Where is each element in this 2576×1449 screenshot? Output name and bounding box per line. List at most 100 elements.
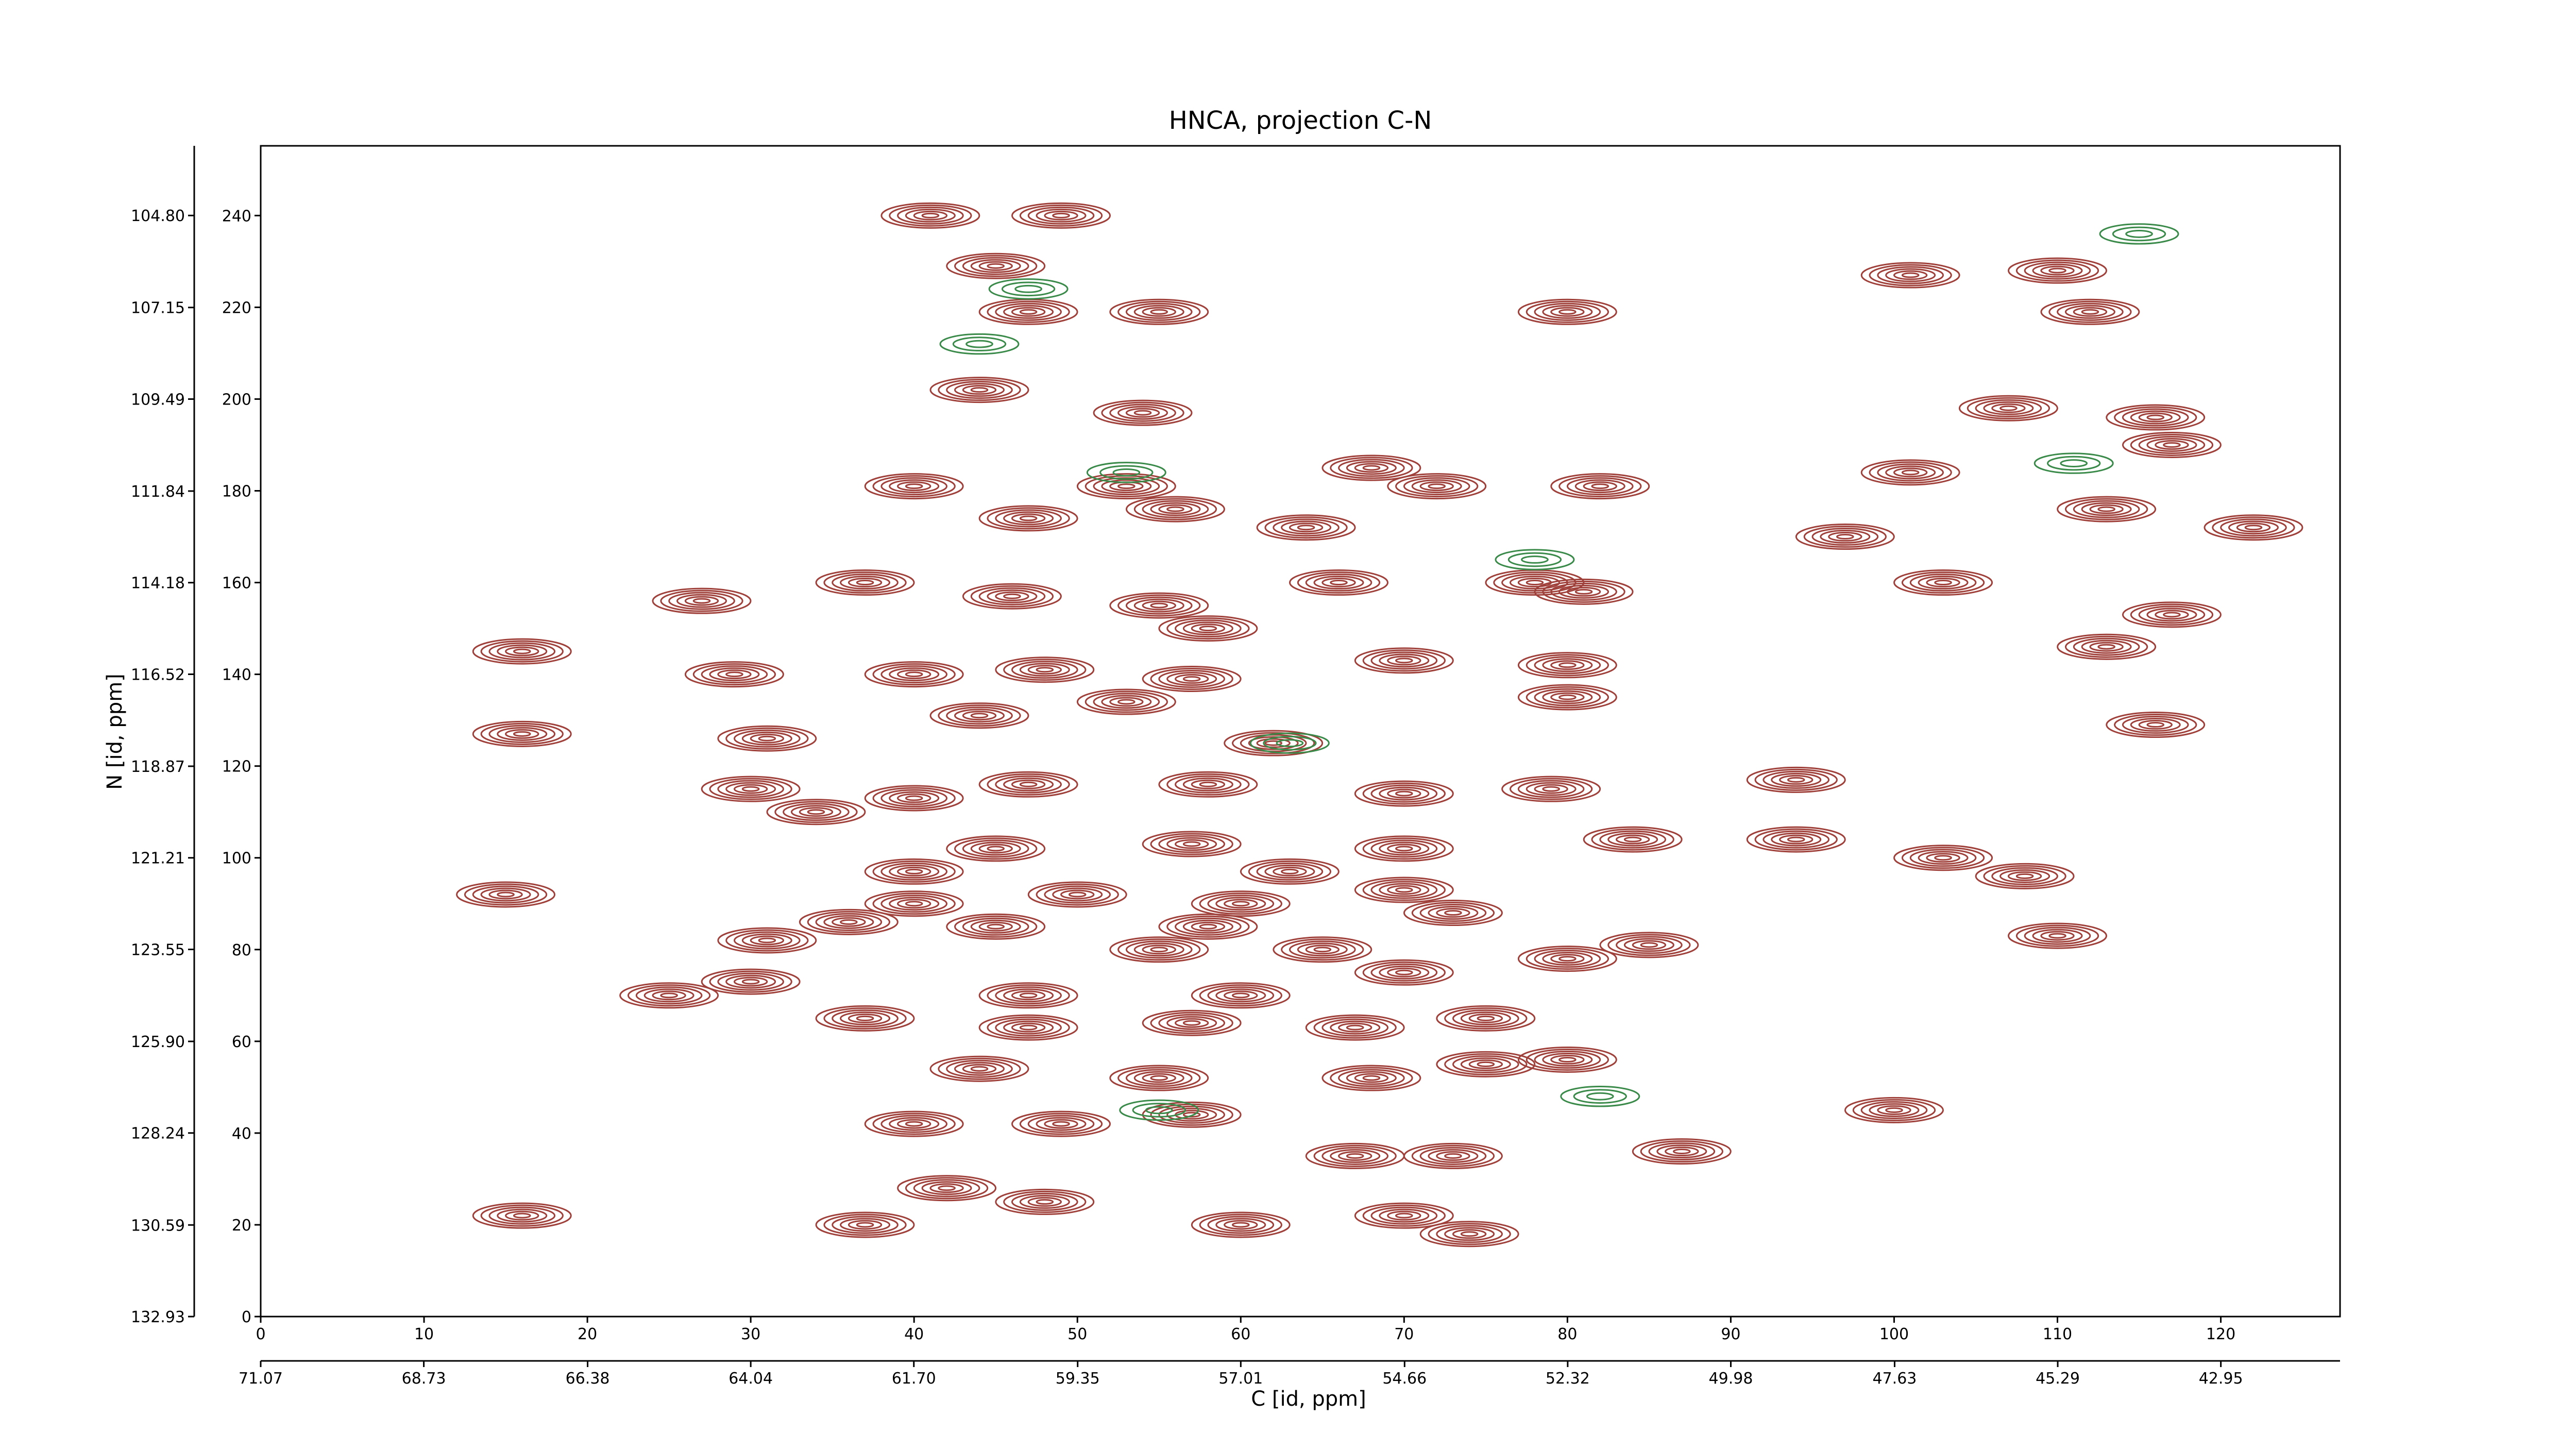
peak-contour [1240, 858, 1340, 885]
contour-ring [1428, 906, 1479, 920]
contour-ring [1926, 578, 1960, 588]
contour-ring [1379, 1208, 1430, 1223]
contour-ring [1249, 732, 1330, 754]
contour-ring [1321, 454, 1421, 481]
peak-contour [1305, 1142, 1405, 1169]
peak-contour [1305, 1014, 1405, 1041]
contour-ring [2073, 307, 2108, 317]
contour-ring [880, 202, 980, 229]
contour-ring [1166, 1107, 1217, 1122]
contour-ring [1125, 1069, 1193, 1087]
contour-ring [2204, 514, 2303, 541]
contour-ring [1648, 1142, 1716, 1160]
contour-ring [905, 868, 923, 874]
peak-contour [2099, 223, 2179, 245]
contour-ring [1174, 839, 1209, 849]
peak-contour [472, 720, 572, 747]
contour-ring [799, 807, 834, 817]
contour-ring [995, 509, 1062, 528]
contour-ring [1574, 588, 1593, 595]
contour-ring [1501, 776, 1601, 802]
contour-ring [1477, 1015, 1495, 1021]
contour-ring [480, 640, 564, 663]
contour-ring [1885, 1107, 1903, 1113]
contour-ring [1142, 307, 1176, 317]
contour-ring [1003, 659, 1087, 681]
contour-ring [823, 1007, 907, 1030]
contour-ring [1558, 662, 1577, 668]
contour-ring [2138, 720, 2173, 730]
contour-ring [1093, 399, 1193, 426]
contour-ring [1640, 1140, 1723, 1162]
contour-ring [1044, 885, 1111, 904]
contour-ring [1027, 881, 1127, 908]
contour-ring [1362, 879, 1446, 901]
contour-ring [2130, 433, 2214, 456]
contour-ring [905, 671, 923, 678]
contour-ring [1199, 1214, 1282, 1236]
contour-ring [717, 780, 784, 798]
contour-ring [1436, 908, 1470, 918]
contour-ring [1093, 693, 1160, 711]
contour-ring [1574, 479, 1625, 494]
contour-ring [1003, 593, 1021, 599]
peak-contour [701, 968, 801, 995]
peak-contour [1517, 684, 1617, 711]
contour-ring [2163, 442, 2181, 448]
contour-ring [1762, 830, 1830, 849]
y2-tick-label: 104.80 [131, 207, 185, 225]
contour-ring [1036, 883, 1119, 906]
peak-contour [1354, 877, 1454, 903]
contour-ring [1566, 586, 1601, 597]
contour-ring [1191, 890, 1291, 917]
contour-ring [1460, 1011, 1511, 1025]
contour-ring [1014, 284, 1042, 293]
contour-ring [1297, 571, 1381, 594]
x-tick-label: 120 [2206, 1325, 2235, 1343]
contour-ring [1150, 947, 1168, 953]
contour-ring [954, 915, 1038, 938]
peak-contour [2204, 514, 2303, 541]
contour-ring [1395, 887, 1413, 893]
contour-ring [1321, 1018, 1389, 1037]
contour-ring [488, 642, 556, 661]
peak-contour [1109, 936, 1209, 963]
y2-tick-label: 121.21 [131, 850, 185, 868]
contour-ring [513, 1212, 531, 1219]
contour-ring [1142, 1073, 1176, 1083]
contour-ring [2007, 871, 2042, 881]
contour-ring [472, 1202, 572, 1229]
y-tick-label: 140 [222, 666, 251, 684]
contour-ring [1885, 268, 1936, 282]
contour-ring [987, 300, 1070, 323]
contour-ring [1836, 534, 1854, 540]
contour-ring [1542, 658, 1593, 672]
contour-ring [790, 805, 841, 819]
contour-ring [1542, 690, 1593, 704]
contour-ring [799, 908, 899, 935]
contour-ring [938, 1057, 1021, 1080]
contour-ring [733, 784, 768, 794]
x-tick-label: 10 [414, 1325, 434, 1343]
contour-ring [2122, 716, 2189, 734]
peak-contour [1011, 202, 1111, 229]
contour-ring [1411, 479, 1462, 494]
contour-ring [1166, 837, 1217, 851]
contour-ring [1779, 774, 1814, 785]
contour-ring [1109, 403, 1176, 422]
contour-ring [2130, 718, 2181, 732]
contour-ring [1338, 1022, 1372, 1033]
y-tick-label: 80 [232, 941, 251, 959]
contour-ring [701, 776, 801, 802]
contour-ring [1003, 1020, 1054, 1035]
contour-ring [1199, 923, 1217, 930]
contour-ring [1101, 479, 1152, 494]
contour-ring [1354, 959, 1454, 986]
peak-contour [717, 725, 817, 752]
contour-ring [652, 587, 752, 614]
contour-ring [1395, 846, 1413, 852]
peak-contour [1495, 549, 1575, 570]
contour-ring [1182, 621, 1233, 636]
contour-ring [1145, 1106, 1173, 1115]
contour-ring [1354, 463, 1389, 473]
